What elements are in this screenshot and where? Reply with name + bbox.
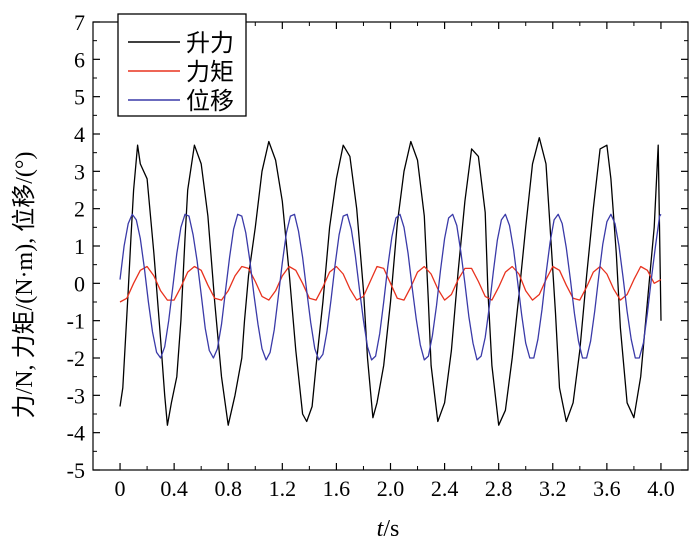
- y-tick-label: 3: [74, 159, 85, 184]
- y-tick-label: -1: [67, 309, 85, 334]
- legend-label: 力矩: [186, 58, 234, 86]
- x-tick-label: 1.6: [323, 476, 351, 501]
- x-tick-label: 1.2: [269, 476, 297, 501]
- series-line: [119, 137, 662, 426]
- x-axis-label-variable: t: [377, 516, 385, 542]
- series-group: [119, 137, 662, 426]
- legend-label: 升力: [186, 29, 234, 57]
- y-tick-label: -2: [67, 346, 85, 371]
- series-line: [119, 213, 662, 361]
- y-tick-label: -5: [67, 458, 85, 483]
- x-tick-label: 0: [115, 476, 126, 501]
- y-tick-label: 5: [74, 85, 85, 110]
- y-tick-label: 0: [74, 271, 85, 296]
- x-tick-label: 2.4: [431, 476, 459, 501]
- legend-label: 位移: [186, 87, 234, 115]
- x-tick-label: 0.4: [160, 476, 188, 501]
- y-tick-label: 2: [74, 197, 85, 222]
- x-tick-label: 3.6: [593, 476, 621, 501]
- x-axis-label: t/s: [377, 516, 400, 542]
- x-axis-label-unit: /s: [383, 516, 399, 542]
- x-tick-label: 2.8: [485, 476, 513, 501]
- x-tick-label: 3.2: [539, 476, 567, 501]
- y-tick-label: 4: [74, 122, 85, 147]
- y-tick-label: -3: [67, 383, 85, 408]
- y-tick-label: 7: [74, 10, 85, 35]
- y-axis-label: 力/N, 力矩/(N·m), 位移/(°): [11, 152, 38, 419]
- y-tick-label: 1: [74, 234, 85, 259]
- y-tick-label: 6: [74, 47, 85, 72]
- axes: -5 -4 -3 -2 -1 0 1 2 3 4 5 6 7 0 0.4 0.8 1.2 1.6 2.0 2.4 2.8…: [67, 10, 689, 501]
- x-tick-label: 0.8: [214, 476, 242, 501]
- x-tick-label: 4.0: [647, 476, 675, 501]
- y-tick-label: -4: [67, 421, 85, 446]
- series-line: [119, 265, 662, 303]
- legend-box: [117, 13, 247, 117]
- x-tick-label: 2.0: [377, 476, 405, 501]
